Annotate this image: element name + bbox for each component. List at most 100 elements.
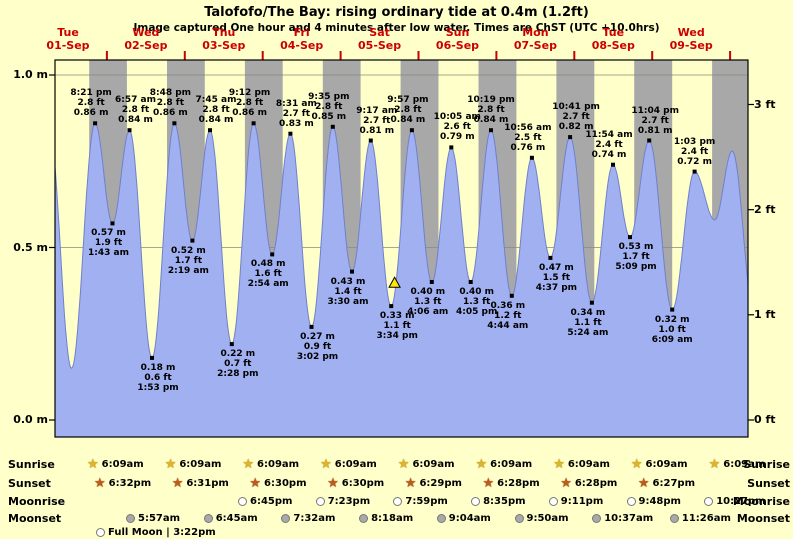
- sunset-time: 6:30pm: [341, 477, 385, 489]
- sunrise-entry: ★ 6:09am: [631, 456, 688, 472]
- sunrise-entry: ★ 6:09am: [165, 456, 222, 472]
- moonset-entry: 8:18am: [359, 510, 413, 526]
- sunset-icon: ★: [171, 475, 184, 491]
- current-time-marker: [388, 276, 401, 288]
- moonset-row: Moonset Moonset 5:57am 6:45am 7:32am 8:18am…: [0, 510, 793, 527]
- sunrise-time: 6:09am: [723, 458, 766, 470]
- sunrise-icon: ★: [630, 456, 643, 472]
- sunset-time: 6:27pm: [652, 477, 695, 489]
- moonset-time: 10:37am: [604, 512, 654, 524]
- sunrise-icon: ★: [475, 456, 488, 472]
- moonrise-entry: 7:59pm: [393, 493, 448, 509]
- sunrise-time: 6:09am: [490, 458, 533, 470]
- sunset-entry: ★ 6:28pm: [560, 475, 617, 491]
- tide-extreme-dot: [429, 280, 434, 284]
- moonrise-icon: [393, 496, 403, 506]
- moonset-time: 6:45am: [215, 512, 258, 524]
- moonrise-time: 10:27pm: [716, 495, 766, 507]
- tide-extreme-dot: [330, 124, 335, 129]
- moonset-entry: 11:26am: [669, 510, 731, 526]
- moonrise-time: 8:35pm: [483, 495, 526, 507]
- moonrise-entry: 8:35pm: [471, 493, 526, 509]
- sunset-time: 6:32pm: [108, 477, 152, 489]
- moonrise-icon: [315, 496, 325, 506]
- moonset-time: 9:04am: [448, 512, 491, 524]
- tide-extreme-dot: [127, 128, 132, 133]
- moonset-label-right: Moonset: [736, 512, 790, 525]
- sunrise-icon: ★: [164, 456, 177, 472]
- moonset-icon: [436, 513, 446, 523]
- moonset-entry: 9:04am: [436, 510, 491, 526]
- sunrise-time: 6:09am: [334, 458, 377, 470]
- sunset-label-left: Sunset: [8, 477, 51, 490]
- tide-extreme-dot: [389, 304, 394, 309]
- sunset-entry: ★ 6:31pm: [172, 475, 229, 491]
- tide-extreme-dot: [611, 162, 615, 167]
- moonrise-time: 9:11pm: [560, 495, 604, 507]
- moonset-entry: 7:32am: [281, 510, 335, 526]
- moonrise-entry: 10:27pm: [704, 493, 766, 509]
- sunset-entry: ★ 6:28pm: [483, 475, 540, 491]
- tide-extreme-dot: [409, 128, 414, 133]
- sunrise-label-right: Sunrise: [743, 458, 790, 471]
- sunset-icon: ★: [482, 475, 495, 491]
- chart-title: Talofofo/The Bay: rising ordinary tide a…: [204, 5, 589, 20]
- tide-extreme-dot: [468, 280, 473, 284]
- sunrise-icon: ★: [553, 456, 565, 472]
- sunset-icon: ★: [249, 475, 262, 491]
- tide-extreme-dot: [509, 293, 514, 298]
- sunrise-row: Sunrise Sunrise ★ 6:09am ★ 6:09am ★ 6:09am ★ 6:…: [0, 456, 793, 473]
- sunrise-entry: ★ 6:09am: [242, 456, 299, 472]
- moonrise-icon: [238, 496, 247, 506]
- sunrise-icon: ★: [708, 456, 721, 472]
- tide-extreme-dot: [110, 221, 115, 226]
- moonrise-time: 7:59pm: [405, 495, 448, 507]
- tide-extreme-dot: [229, 342, 234, 347]
- moonset-entry: 10:37am: [592, 510, 653, 526]
- tide-extreme-dot: [208, 128, 212, 133]
- sunrise-icon: ★: [242, 456, 255, 472]
- tide-curve-line: [54, 122, 749, 369]
- moonrise-icon: [626, 496, 636, 506]
- sunset-icon: ★: [327, 475, 339, 491]
- sunrise-entry: ★ 6:09am: [476, 456, 533, 472]
- tide-extreme-dot: [568, 135, 573, 140]
- plot-border: [54, 59, 749, 438]
- sunset-entry: ★ 6:30pm: [327, 475, 384, 491]
- full-moon-icon: [96, 527, 105, 537]
- tide-extreme-dot: [670, 307, 675, 312]
- sunset-icon: ★: [404, 475, 417, 491]
- moonrise-icon: [548, 496, 558, 506]
- tide-extreme-dot: [548, 255, 553, 260]
- tide-extreme-dot: [309, 324, 314, 329]
- sunset-row: Sunset Sunset ★ 6:32pm ★ 6:31pm ★ 6:30pm ★ 6:30…: [0, 475, 793, 492]
- moonrise-row: Moonrise Moonrise 6:45pm 7:23pm 7:59pm 8:35…: [0, 493, 793, 510]
- sunset-entry: ★ 6:27pm: [638, 475, 695, 491]
- sunrise-label-left: Sunrise: [8, 458, 55, 471]
- sunset-time: 6:28pm: [574, 477, 618, 489]
- moonset-icon: [514, 513, 524, 523]
- sunset-entry: ★ 6:30pm: [249, 475, 306, 491]
- sunset-icon: ★: [94, 475, 106, 491]
- sunrise-entry: ★ 6:09am: [398, 456, 455, 472]
- moonset-icon: [281, 513, 291, 523]
- tide-extreme-dot: [449, 145, 454, 150]
- sunrise-time: 6:09am: [179, 458, 222, 470]
- sunrise-icon: ★: [397, 456, 410, 472]
- moonrise-entry: 6:45pm: [238, 493, 292, 509]
- moonrise-entry: 9:48pm: [626, 493, 681, 509]
- sunset-time: 6:31pm: [186, 477, 229, 489]
- sunrise-time: 6:09am: [257, 458, 300, 470]
- tide-extreme-dot: [628, 235, 632, 240]
- sunrise-time: 6:09am: [567, 458, 610, 470]
- sunset-time: 6:30pm: [264, 477, 307, 489]
- tide-extreme-dot: [647, 138, 652, 143]
- sunrise-entry: ★ 6:09am: [320, 456, 377, 472]
- moonset-icon: [126, 513, 135, 523]
- moonrise-entry: 7:23pm: [315, 493, 371, 509]
- sunrise-entry: ★ 6:09am: [709, 456, 766, 472]
- moonset-time: 7:32am: [293, 512, 336, 524]
- moonrise-time: 7:23pm: [327, 495, 371, 507]
